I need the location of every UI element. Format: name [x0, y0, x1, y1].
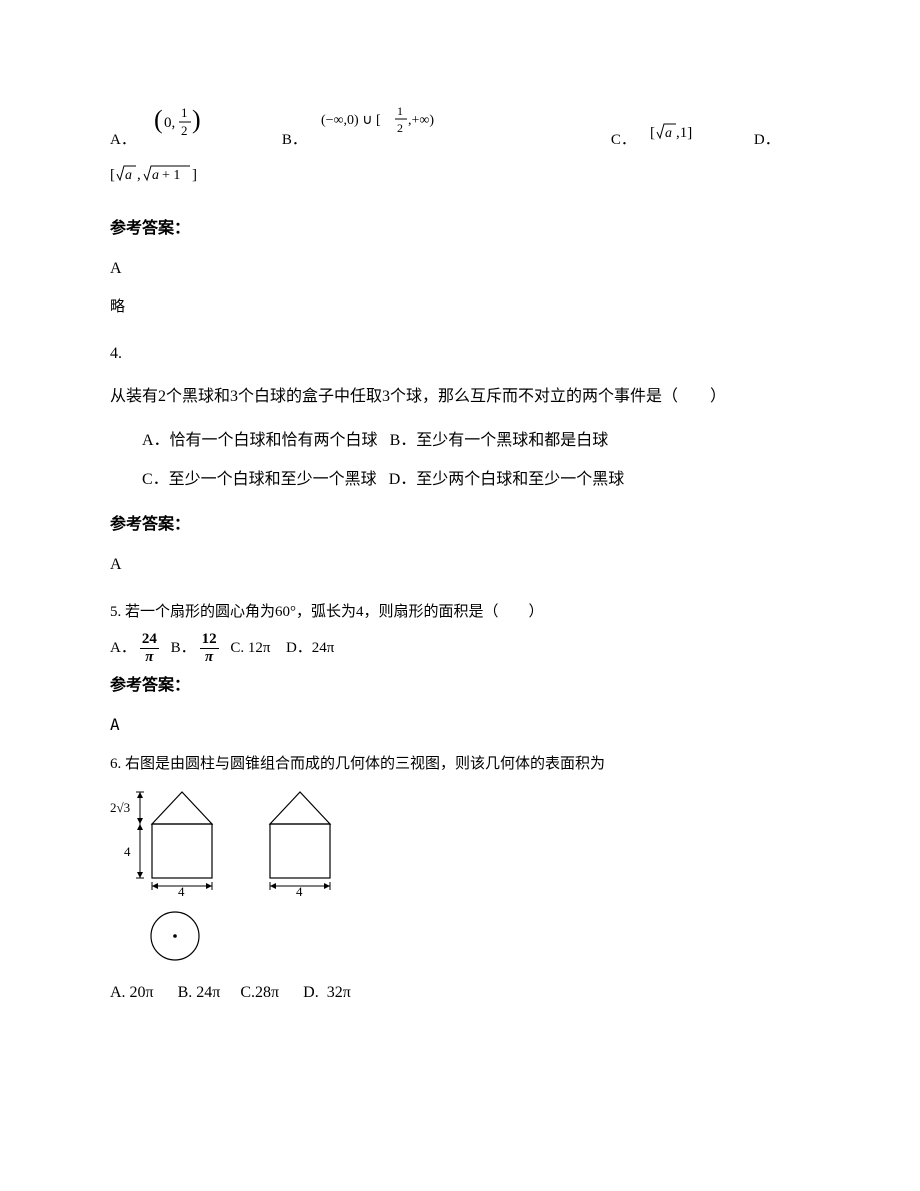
svg-text:4: 4: [296, 884, 303, 896]
q3-optC-label: C．: [611, 128, 636, 152]
svg-text:2: 2: [397, 121, 403, 135]
svg-text:4: 4: [178, 884, 185, 896]
q3-answer: A: [110, 256, 810, 282]
q6-front-view: 2√3 4 4: [110, 786, 230, 896]
q6-top-view: [140, 906, 210, 966]
q4-number: 4.: [110, 341, 810, 367]
q4-row2: C．至少一个白球和至少一个黑球 D．至少两个白球和至少一个黑球: [142, 466, 810, 495]
q5-frac2: 12 π: [200, 632, 219, 665]
q3-optA-label: A．: [110, 128, 136, 152]
svg-text:a: a: [152, 168, 159, 183]
q3-options: A． ( 0, 1 2 ) B． (−∞,0) ∪ [ 1 2 ,+∞) C． …: [110, 100, 810, 186]
q4-choiceD: D．至少两个白球和至少一个黑球: [389, 471, 625, 488]
svg-text:a: a: [665, 126, 672, 141]
svg-text:+ 1: + 1: [162, 168, 180, 183]
q4-choices: A．恰有一个白球和恰有两个白球 B．至少有一个黑球和都是白球 C．至少一个白球和…: [110, 427, 810, 495]
svg-text:(−∞,0) ∪ [: (−∞,0) ∪ [: [321, 113, 381, 128]
q6-text: 6. 右图是由圆柱与圆锥组合而成的几何体的三视图，则该几何体的表面积为: [110, 752, 810, 776]
q4-choiceC: C．至少一个白球和至少一个黑球: [142, 471, 377, 488]
q5-optC: C. 12π: [230, 636, 270, 660]
svg-text:0,: 0,: [164, 115, 175, 131]
q5-frac1: 24 π: [140, 632, 159, 665]
q6-options: A. 20π B. 24π C.28π D. 32π: [110, 980, 810, 1006]
q4-choiceB: B．至少有一个黑球和都是白球: [390, 432, 609, 449]
svg-text:2: 2: [181, 123, 188, 138]
q3-lue: 略: [110, 295, 810, 319]
q4-ref-label: 参考答案：: [110, 512, 810, 538]
svg-text:,1]: ,1]: [676, 125, 692, 141]
q4-row1: A．恰有一个白球和恰有两个白球 B．至少有一个黑球和都是白球: [142, 427, 810, 456]
q6-side-view: 4: [258, 786, 348, 896]
q3-optD-label: D．: [754, 128, 780, 152]
q3-optA-math: ( 0, 1 2 ): [150, 100, 202, 144]
q5-ref-label: 参考答案：: [110, 673, 810, 699]
svg-text:]: ]: [192, 167, 197, 183]
q3-optC-math: [ a ,1]: [650, 120, 704, 144]
svg-text:,: ,: [137, 167, 141, 183]
q4-answer: A: [110, 552, 810, 578]
q3-optB-label: B．: [282, 128, 307, 152]
svg-text:,+∞): ,+∞): [408, 113, 434, 128]
q5-optD: D．24π: [286, 636, 334, 660]
q5-optB-label: B．: [171, 636, 196, 660]
svg-text:2√3: 2√3: [110, 800, 130, 815]
svg-text:[: [: [650, 125, 655, 141]
q5-options: A． 24 π B． 12 π C. 12π D．24π: [110, 632, 810, 665]
svg-text:): ): [192, 105, 201, 134]
q4-text: 从装有2个黑球和3个白球的盒子中任取3个球，那么互斥而不对立的两个事件是（ ）: [110, 381, 810, 413]
svg-text:1: 1: [397, 104, 403, 118]
q3-ref-label: 参考答案：: [110, 216, 810, 242]
q5-text: 5. 若一个扇形的圆心角为60°，弧长为4，则扇形的面积是（ ）: [110, 600, 810, 624]
q3-optD-math: [ a , a + 1 ]: [110, 162, 206, 186]
q5-answer: A: [110, 712, 810, 738]
q6-threeview: 2√3 4 4 4: [110, 786, 810, 896]
q3-optB-math: (−∞,0) ∪ [ 1 2 ,+∞): [321, 102, 471, 138]
svg-text:4: 4: [124, 844, 131, 859]
svg-text:a: a: [125, 168, 132, 183]
svg-text:1: 1: [181, 105, 188, 120]
q5-optA-label: A．: [110, 636, 136, 660]
svg-text:[: [: [110, 167, 115, 183]
svg-text:(: (: [154, 105, 163, 134]
q4-choiceA: A．恰有一个白球和恰有两个白球: [142, 432, 378, 449]
